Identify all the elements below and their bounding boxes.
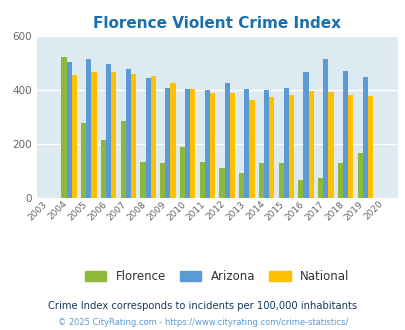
Bar [219,168,224,198]
Bar [72,75,77,198]
Bar [120,121,126,198]
Bar [185,89,190,198]
Bar [308,91,313,198]
Bar [209,93,215,198]
Text: Crime Index corresponds to incidents per 100,000 inhabitants: Crime Index corresponds to incidents per… [48,301,357,311]
Bar [145,78,150,198]
Bar [278,163,283,198]
Bar [224,82,229,198]
Bar [244,89,249,198]
Bar [91,72,96,198]
Bar [303,72,308,198]
Legend: Florence, Arizona, National: Florence, Arizona, National [80,265,353,288]
Bar [204,90,209,198]
Bar [190,89,195,198]
Bar [229,93,234,198]
Bar [126,69,130,198]
Bar [362,77,367,198]
Bar [283,88,288,198]
Bar [249,100,254,198]
Text: © 2025 CityRating.com - https://www.cityrating.com/crime-statistics/: © 2025 CityRating.com - https://www.city… [58,318,347,327]
Bar [101,140,106,198]
Bar [165,88,170,198]
Bar [150,76,156,198]
Bar [347,95,352,198]
Bar [81,122,86,198]
Bar [288,95,293,198]
Bar [140,162,145,198]
Bar [328,92,333,198]
Bar [86,59,91,198]
Bar [357,153,362,198]
Bar [337,163,342,198]
Bar [322,59,328,198]
Bar [263,90,269,198]
Bar [342,71,347,198]
Bar [367,96,372,198]
Bar [239,173,244,198]
Bar [179,147,185,198]
Bar [61,56,66,198]
Bar [111,72,116,198]
Bar [199,162,204,198]
Bar [318,178,322,198]
Title: Florence Violent Crime Index: Florence Violent Crime Index [93,16,340,31]
Bar [130,74,136,198]
Bar [106,64,111,198]
Bar [258,163,263,198]
Bar [269,97,274,198]
Bar [170,83,175,198]
Bar [160,163,165,198]
Bar [66,62,72,198]
Bar [298,180,303,198]
